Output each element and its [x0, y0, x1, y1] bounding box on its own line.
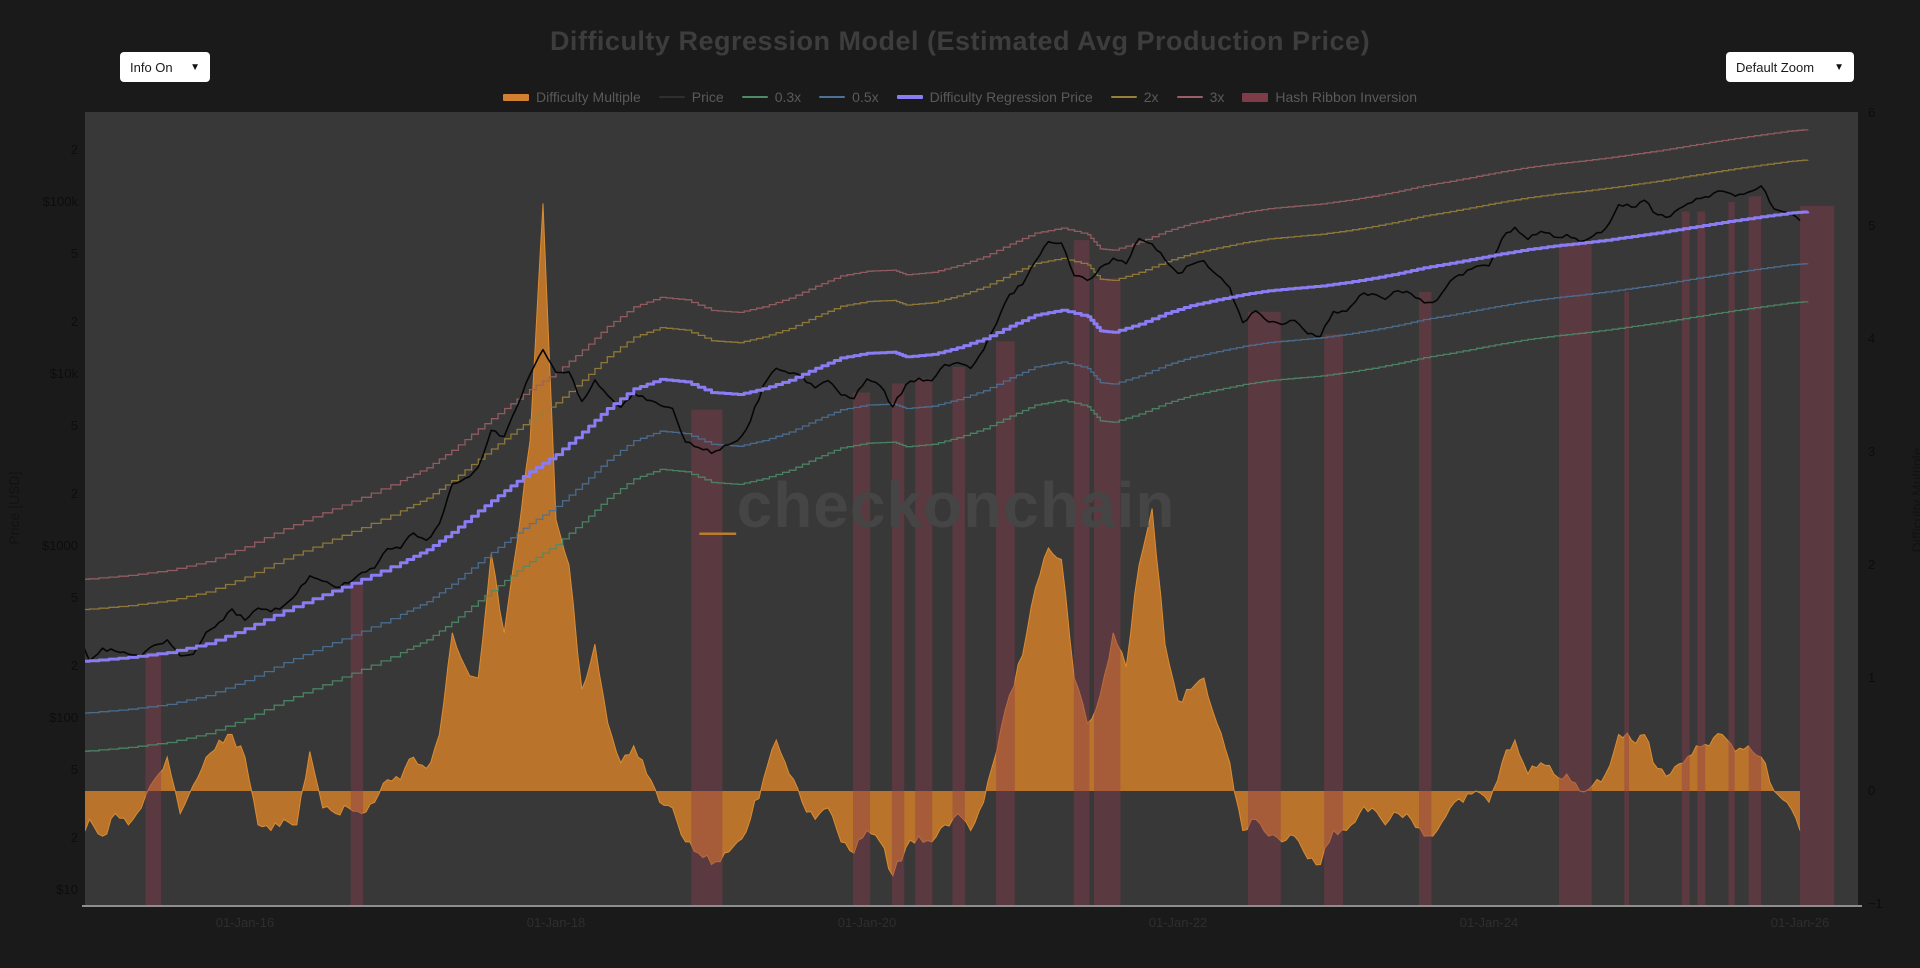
y-multiple-tick-label: 4	[1868, 331, 1875, 346]
plot-series	[85, 129, 1835, 905]
chevron-down-icon: ▼	[1834, 61, 1844, 73]
y-multiple-tick-label: −1	[1868, 896, 1883, 911]
hash-ribbon-inversion-bar	[952, 366, 965, 905]
legend-swatch-icon	[1110, 95, 1137, 99]
legend-item-label: Hash Ribbon Inversion	[1275, 89, 1417, 105]
band-line-2x	[85, 159, 1809, 611]
y-multiple-tick-label: 6	[1868, 105, 1875, 120]
hash-ribbon-inversion-bar	[1728, 202, 1735, 905]
y-price-tick-label: $100k	[43, 194, 79, 209]
hash-ribbon-inversion-bar	[853, 392, 871, 905]
hash-ribbon-inversion-bar	[350, 584, 364, 905]
legend-item-label: Difficulty Multiple	[536, 89, 641, 105]
x-tick-label: 01-Jan-22	[1149, 915, 1208, 930]
legend-item-0-3x[interactable]: 0.3x	[741, 89, 802, 105]
legend-item-difficulty-multiple[interactable]: Difficulty Multiple	[503, 89, 641, 105]
y-price-tick-label: $1000	[42, 538, 78, 553]
y-multiple-tick-label: 3	[1868, 444, 1875, 459]
watermark-underscore: _	[700, 469, 737, 541]
x-tick-label: 01-Jan-18	[527, 915, 586, 930]
y-multiple-tick-label: 2	[1868, 557, 1875, 572]
y-multiple-tick-label: 0	[1868, 783, 1875, 798]
info-dropdown[interactable]: Info On ▼	[120, 52, 210, 82]
legend-swatch-icon	[741, 95, 768, 99]
x-tick-label: 01-Jan-26	[1771, 915, 1830, 930]
legend-swatch-icon	[1176, 95, 1203, 99]
hash-ribbon-inversion-bar	[1748, 196, 1762, 905]
watermark: _checkonchain	[700, 468, 1175, 542]
hash-ribbon-inversion-bar	[691, 409, 723, 905]
legend-item-label: 0.3x	[774, 89, 802, 105]
y-price-tick-label: 2	[71, 142, 78, 157]
y-price-tick-label: 2	[71, 486, 78, 501]
info-dropdown-label: Info On	[130, 59, 173, 75]
chevron-down-icon: ▼	[190, 61, 200, 73]
hash-ribbon-inversion-bar	[915, 378, 933, 905]
difficulty-regression-line	[85, 210, 1810, 663]
hash-ribbon-inversion-bar	[1697, 211, 1706, 905]
legend-item-label: 3x	[1209, 89, 1225, 105]
y-multiple-tick-label: 1	[1868, 670, 1875, 685]
y-price-tick-label: 2	[71, 314, 78, 329]
y-axis-title-multiple: Difficulty Multiple	[1909, 447, 1920, 553]
legend-item-2x[interactable]: 2x	[1110, 89, 1159, 105]
watermark-text: checkonchain	[736, 469, 1176, 541]
y-price-tick-label: 2	[71, 830, 78, 845]
hash-ribbon-inversion-bar	[891, 383, 905, 905]
y-price-tick-label: 5	[71, 762, 78, 777]
y-price-tick-label: 5	[71, 246, 78, 261]
page-title: Difficulty Regression Model (Estimated A…	[549, 26, 1371, 56]
chart-legend: Difficulty Multiple Price 0.3x 0.5x Difficul…	[0, 89, 1920, 105]
legend-item-label: Price	[691, 89, 724, 105]
legend-item-difficulty-regression-price[interactable]: Difficulty Regression Price	[896, 89, 1093, 105]
legend-swatch-icon	[819, 95, 846, 99]
legend-swatch-icon	[503, 93, 529, 101]
x-tick-label: 01-Jan-20	[838, 915, 897, 930]
legend-item-hash-ribbon-inversion[interactable]: Hash Ribbon Inversion	[1242, 89, 1417, 105]
hash-ribbon-inversion-bar	[1419, 291, 1432, 905]
y-price-tick-label: $10k	[50, 366, 79, 381]
y-price-tick-label: 2	[71, 658, 78, 673]
x-tick-label: 01-Jan-24	[1460, 915, 1519, 930]
y-multiple-tick-label: 5	[1868, 218, 1875, 233]
legend-item-label: 0.5x	[852, 89, 879, 105]
y-axis-title-price: Price [USD]	[6, 471, 22, 545]
hash-ribbon-inversion-bar	[1094, 278, 1121, 905]
difficulty-multiple-area	[85, 203, 1800, 876]
legend-swatch-icon	[1242, 92, 1269, 102]
legend-swatch-icon	[896, 95, 923, 99]
legend-item-0-5x[interactable]: 0.5x	[819, 89, 879, 105]
y-price-tick-label: 5	[71, 590, 78, 605]
y-price-tick-label: $100	[49, 710, 78, 725]
legend-swatch-icon	[658, 95, 685, 99]
y-price-tick-label: 5	[71, 418, 78, 433]
legend-item-3x[interactable]: 3x	[1176, 89, 1225, 105]
x-tick-label: 01-Jan-16	[216, 915, 275, 930]
band-line-3x	[85, 129, 1809, 580]
band-line-0.3x	[85, 301, 1809, 752]
hash-ribbon-inversion-bar	[996, 341, 1015, 905]
hash-ribbon-inversion-bar	[1800, 205, 1835, 905]
y-price-tick-label: $10	[56, 882, 78, 897]
hash-ribbon-inversion-bar	[1681, 211, 1690, 905]
legend-item-price[interactable]: Price	[658, 89, 724, 105]
zoom-dropdown-label: Default Zoom	[1736, 59, 1815, 75]
legend-item-label: Difficulty Regression Price	[929, 89, 1093, 105]
hash-ribbon-inversion-bar	[1248, 311, 1281, 905]
hash-ribbon-inversion-bar	[1073, 240, 1090, 905]
difficulty-multiple-line	[85, 203, 1801, 878]
price-line	[85, 185, 1801, 662]
hash-ribbon-inversion-bar	[145, 652, 162, 905]
zoom-dropdown[interactable]: Default Zoom ▼	[1726, 52, 1854, 82]
band-line-0.5x	[85, 263, 1809, 714]
legend-item-label: 2x	[1143, 89, 1159, 105]
hash-ribbon-inversion-bar	[1624, 291, 1629, 905]
hash-ribbon-inversion-bar	[1324, 334, 1343, 905]
hash-ribbon-inversion-bar	[1559, 242, 1592, 905]
